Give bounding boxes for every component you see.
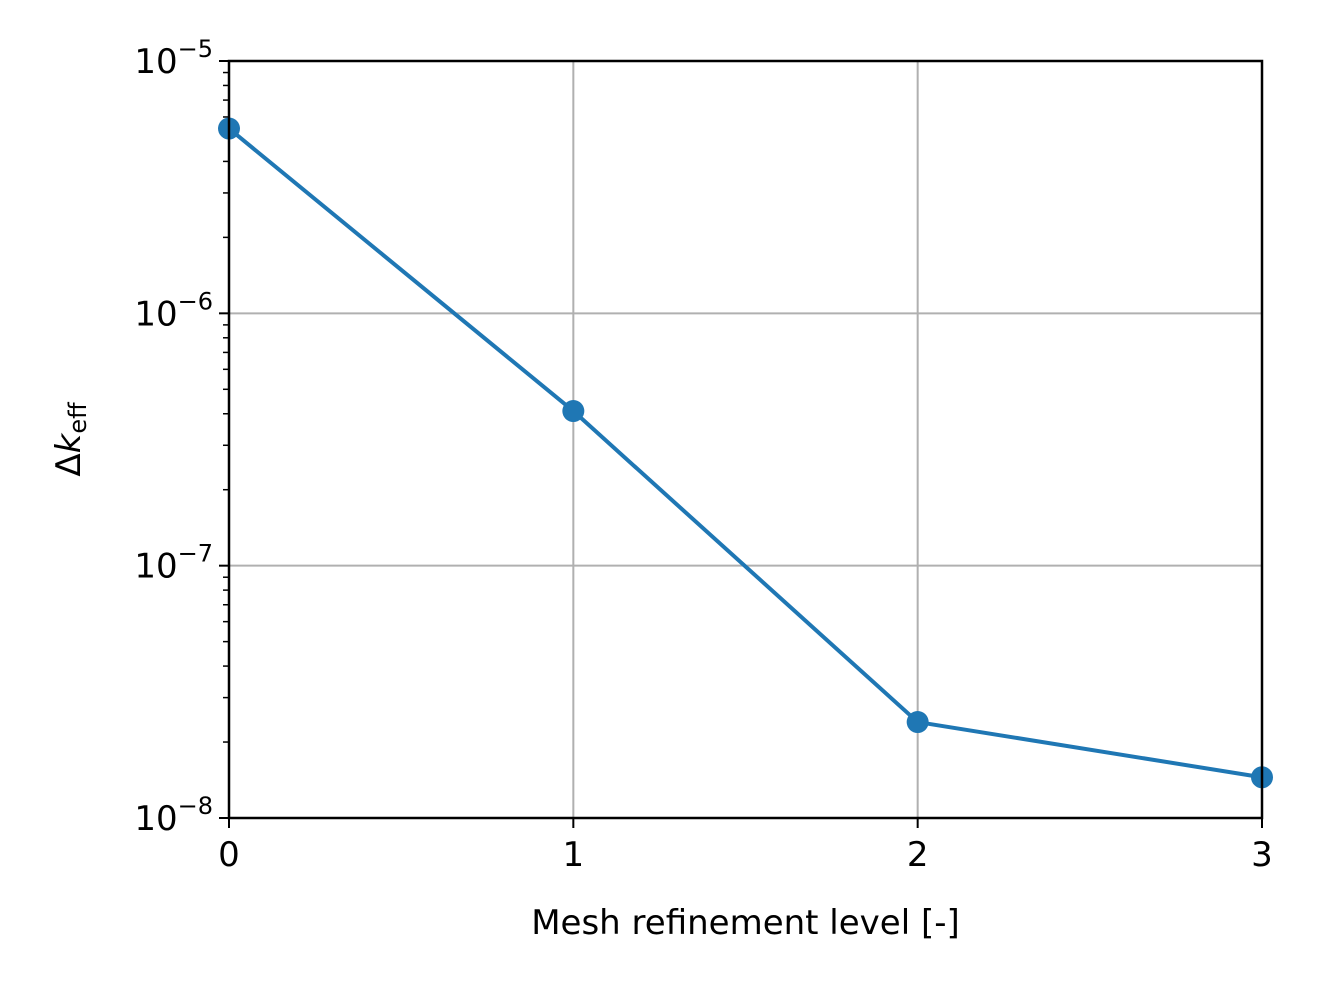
series: [218, 117, 1273, 789]
y-tick-label: 10−8: [134, 792, 213, 839]
x-tick-label: 0: [218, 835, 240, 875]
y-tick-label: 10−6: [134, 287, 213, 334]
data-point: [562, 400, 585, 423]
plot-frame: [227, 59, 1264, 820]
grid-lines: [228, 60, 1263, 819]
major-ticks: [219, 60, 1263, 828]
data-point: [906, 711, 929, 734]
y-tick-labels: 10−8 10−7 10−6 10−5: [134, 35, 213, 839]
y-tick-label: 10−5: [134, 35, 213, 82]
y-axis-label-symbol: k: [49, 432, 89, 453]
x-tick-label: 2: [907, 835, 929, 875]
y-axis-label-delta: Δ: [49, 453, 89, 476]
y-axis-label-subscript: eff: [64, 402, 92, 434]
y-axis-label: Δkeff: [49, 402, 92, 477]
series-line: [226, 125, 1265, 780]
x-tick-labels: 0 1 2 3: [218, 835, 1273, 875]
y-tick-label: 10−7: [134, 540, 213, 587]
x-tick-label: 3: [1251, 835, 1273, 875]
x-tick-label: 1: [563, 835, 585, 875]
x-axis-label: Mesh refinement level [-]: [531, 903, 960, 943]
